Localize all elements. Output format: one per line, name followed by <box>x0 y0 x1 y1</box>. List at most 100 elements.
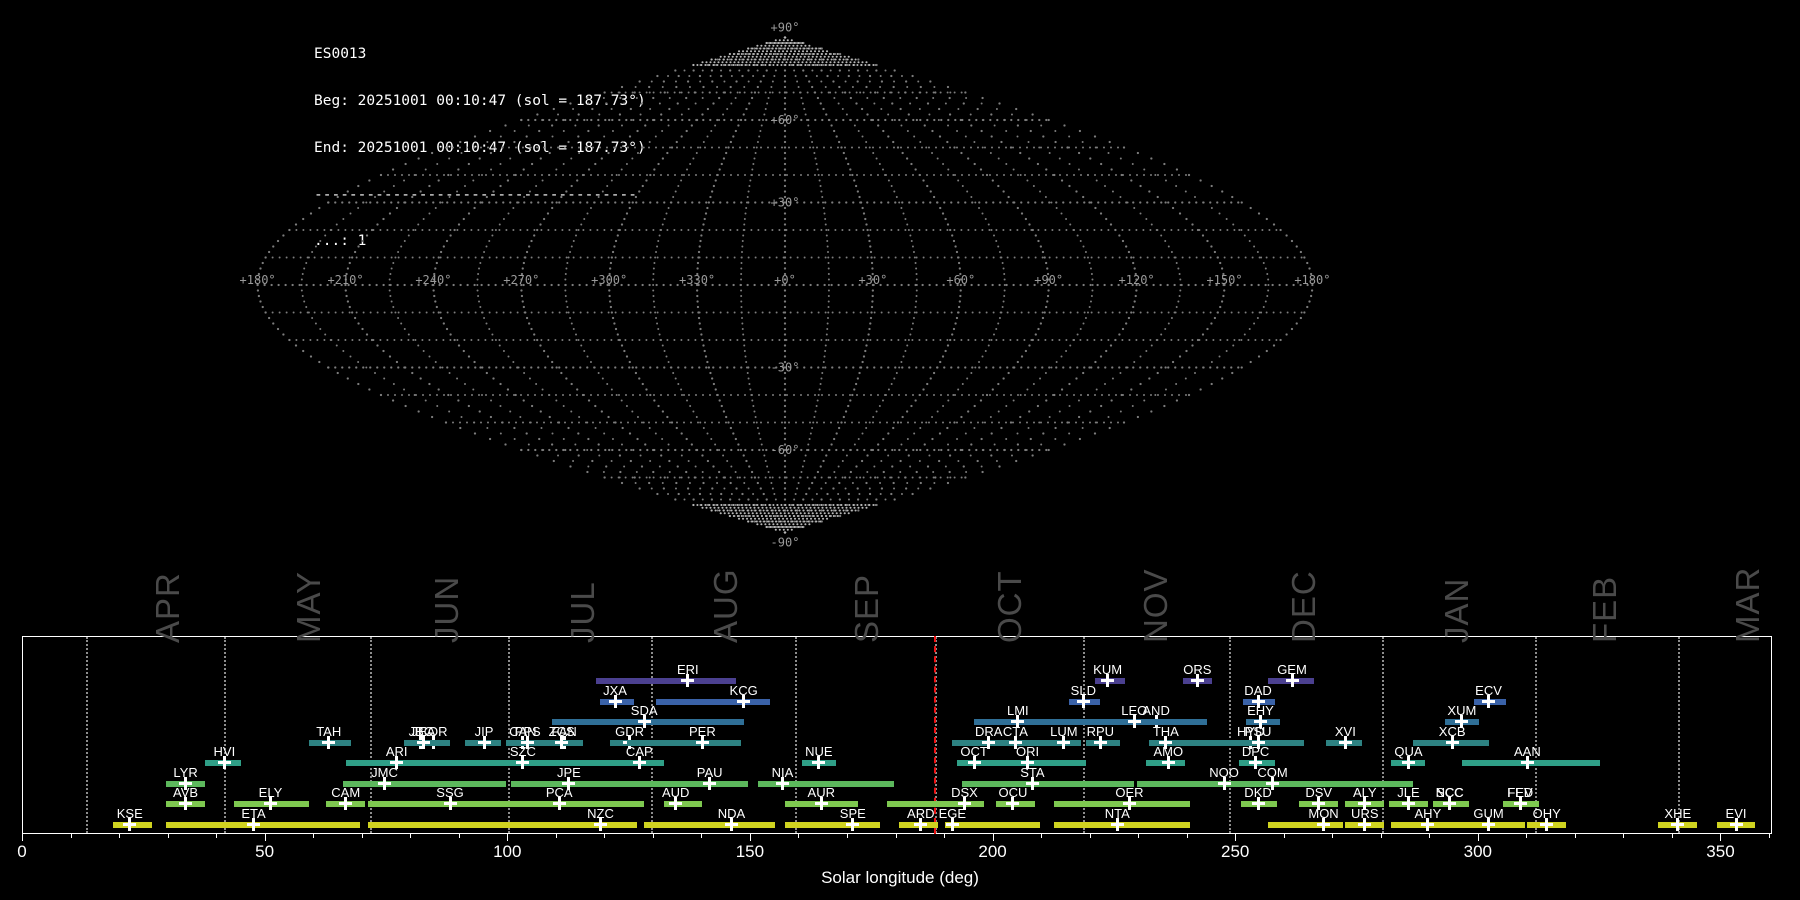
month-label-jan: JAN <box>1437 577 1475 643</box>
month-label-sep: SEP <box>847 573 885 643</box>
shower-peak-eri <box>681 674 695 687</box>
shower-bar-eri[interactable] <box>595 678 737 684</box>
x-minor-tick-340 <box>1671 834 1673 838</box>
x-minor-tick-240 <box>1186 834 1188 838</box>
shower-label-lum: LUM <box>1050 723 1078 739</box>
shower-bar-kcg[interactable] <box>656 698 771 705</box>
shower-bar-ari[interactable] <box>345 760 637 766</box>
month-divider-jun <box>369 637 372 833</box>
shower-peak-hvi <box>217 756 231 769</box>
shower-label-kse: KSE <box>116 805 143 821</box>
shower-label-aan: AAN <box>1513 744 1541 759</box>
shower-bar-spe[interactable] <box>784 821 880 828</box>
shower-bar-com[interactable] <box>1262 780 1414 787</box>
shower-label-cta: CTA <box>1002 723 1028 739</box>
shower-peak-sld <box>1076 694 1090 708</box>
shower-peak-pca <box>552 797 566 810</box>
shower-label-aud: AUD <box>661 785 690 800</box>
shower-label-qua: QUA <box>1394 744 1423 759</box>
x-tick-label-200: 200 <box>978 842 1007 861</box>
shower-bar-aud[interactable] <box>663 801 703 807</box>
shower-bar-noo[interactable] <box>1136 780 1275 787</box>
shower-peak-dsv <box>1312 797 1326 810</box>
info-beg: Beg: 20251001 00:10:47 (sol = 187.73°) <box>314 92 646 109</box>
shower-bar-per[interactable] <box>627 739 742 746</box>
shower-label-szc: SZC <box>509 744 536 759</box>
shower-bar-nia[interactable] <box>758 780 895 787</box>
shower-row-2: SDA AND LMI LEO EHY XUM <box>23 703 1771 728</box>
shower-label-lyr: LYR <box>173 764 198 780</box>
shower-peak-aur <box>814 797 828 810</box>
shower-bar-pca[interactable] <box>513 801 645 807</box>
shower-label-nia: NIA <box>771 764 794 780</box>
x-tick-100 <box>507 834 509 841</box>
shower-label-eta: ETA <box>241 805 266 821</box>
shower-label-ssg: SSG <box>436 785 464 800</box>
shower-bar-dsx[interactable] <box>886 801 984 807</box>
shower-row-5: LYR JMC JPE PAU NIA STA NOO COM <box>23 765 1771 790</box>
x-tick-0 <box>22 834 23 841</box>
shower-label-jbc: JBC <box>408 723 434 739</box>
month-label-apr: APR <box>149 572 187 643</box>
shower-label-hvi: HVI <box>213 744 236 759</box>
shower-peak-ege <box>945 817 959 831</box>
shower-bar-hyd[interactable] <box>1151 739 1305 746</box>
shower-bar-nda[interactable] <box>644 821 776 828</box>
shower-bar-sta[interactable] <box>962 780 1135 787</box>
shower-bar-oer[interactable] <box>1054 801 1191 807</box>
shower-peak-fev <box>1513 797 1527 810</box>
x-minor-tick-170 <box>846 834 848 838</box>
svg-text:+30°: +30° <box>771 196 800 210</box>
month-divider-nov <box>1083 637 1086 833</box>
shower-peak-evi <box>1729 817 1743 831</box>
shower-peak-pps <box>521 735 535 749</box>
svg-text:+300°: +300° <box>591 273 627 287</box>
month-divider-may <box>224 637 227 833</box>
month-label-mar: MAR <box>1728 566 1766 643</box>
shower-peak-nta <box>1110 817 1124 831</box>
shower-label-gem: GEM <box>1277 662 1307 677</box>
month-divider-apr <box>86 637 89 833</box>
shower-label-pca: PCA <box>545 785 573 800</box>
svg-text:+30°: +30° <box>858 273 887 287</box>
shower-bar-ege[interactable] <box>945 821 1040 828</box>
month-label-jul: JUL <box>564 581 602 643</box>
shower-bar-eta[interactable] <box>166 821 361 828</box>
shower-peak-dad <box>1251 694 1265 708</box>
shower-label-jea: JEA <box>411 723 436 739</box>
shower-peak-kse <box>123 817 137 831</box>
shower-peak-urs <box>1358 817 1372 831</box>
shower-label-jpe: JPE <box>557 764 581 780</box>
x-tick-300 <box>1477 834 1479 841</box>
shower-label-and: AND <box>1142 703 1170 718</box>
shower-peak-ohy <box>1540 817 1554 831</box>
shower-bar-ssg[interactable] <box>367 801 560 807</box>
shower-peak-nda <box>725 817 738 831</box>
info-block: ES0013 Beg: 20251001 00:10:47 (sol = 187… <box>314 16 646 281</box>
shower-bar-mon[interactable] <box>1267 821 1343 828</box>
shower-bar-cap[interactable] <box>544 760 664 766</box>
month-divider-oct <box>935 637 938 833</box>
shower-bar-ori[interactable] <box>991 760 1086 766</box>
shower-peak-oer <box>1122 797 1136 810</box>
shower-bar-jmc[interactable] <box>343 780 506 787</box>
x-minor-tick-190 <box>944 834 946 838</box>
month-divider-mar <box>1677 637 1680 833</box>
shower-peak-ori <box>1021 756 1035 769</box>
shower-bar-nzc[interactable] <box>367 821 637 828</box>
sky-map: +180° +150° +120° +90° +60° +30° +0° +330° +300°… <box>240 21 1331 550</box>
x-tick-150 <box>749 834 751 841</box>
shower-peak-qua <box>1401 756 1415 769</box>
shower-label-gdr: GDR <box>615 723 645 739</box>
shower-peak-aud <box>669 797 683 810</box>
shower-bar-pau[interactable] <box>629 780 749 787</box>
shower-peak-aan <box>1520 756 1534 769</box>
shower-peak-ahy <box>1421 817 1435 831</box>
x-tick-50 <box>264 834 266 841</box>
shower-label-amo: AMO <box>1153 744 1184 759</box>
shower-peak-ard <box>914 817 928 831</box>
sky-map-canvas: +180° +150° +120° +90° +60° +30° +0° +330° +300°… <box>240 21 1331 550</box>
shower-label-dpc: DPC <box>1241 744 1270 759</box>
x-tick-label-300: 300 <box>1463 842 1493 861</box>
shower-peak-tha <box>1159 735 1173 749</box>
